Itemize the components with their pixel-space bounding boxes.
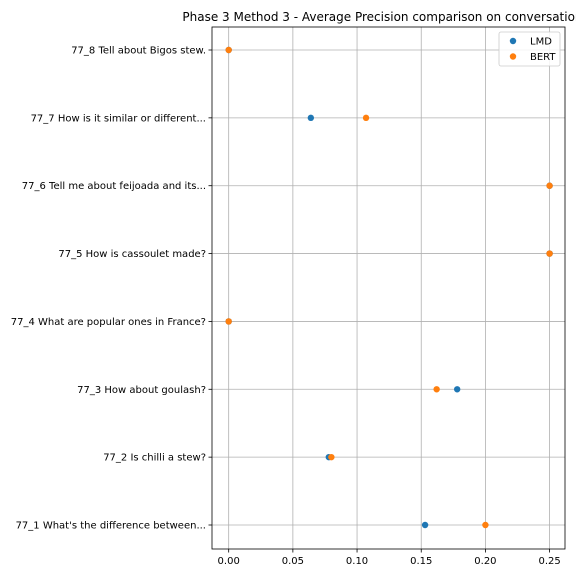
x-tick-label: 0.05 — [282, 556, 304, 567]
data-point-bert — [225, 318, 232, 325]
y-tick-label: 77_4 What are popular ones in France? — [11, 317, 206, 328]
data-point-bert — [433, 386, 440, 393]
axis-ticks: 0.00 0.05 0.10 0.15 0.20 0.25 77_8 Tell about … — [11, 46, 561, 568]
y-tick-label: 77_2 Is chilli a stew? — [103, 453, 206, 464]
data-point-lmd — [307, 114, 315, 122]
x-tick-label: 0.20 — [474, 556, 496, 567]
data-point-lmd — [453, 386, 461, 393]
data-point-bert — [546, 250, 553, 257]
legend: LMD BERT — [498, 31, 561, 67]
x-tick-label: 0.25 — [538, 556, 560, 567]
x-tick-label: 0.10 — [346, 556, 368, 567]
legend-marker — [509, 37, 517, 45]
data-point-bert — [546, 182, 553, 189]
grid — [212, 27, 565, 549]
chart-title: Phase 3 Method 3 - Average Precision com… — [182, 10, 576, 24]
data-points — [225, 46, 553, 529]
y-tick-label: 77_8 Tell about Bigos stew. — [71, 46, 206, 57]
legend-label: LMD — [530, 37, 552, 48]
x-tick-label: 0.15 — [410, 556, 432, 567]
y-tick-label: 77_1 What's the difference between... — [16, 521, 206, 532]
legend-marker — [509, 53, 517, 60]
y-tick-label: 77_5 How is cassoulet made? — [58, 249, 206, 260]
y-tick-label: 77_6 Tell me about feijoada and its... — [22, 181, 206, 192]
x-tick-label: 0.00 — [218, 556, 240, 567]
data-point-bert — [328, 453, 335, 461]
data-point-bert — [225, 46, 232, 54]
plot-frame — [211, 26, 566, 550]
data-point-bert — [482, 521, 489, 529]
data-point-lmd — [421, 521, 429, 529]
data-point-bert — [362, 114, 370, 122]
y-tick-label: 77_3 How about goulash? — [77, 385, 206, 396]
y-tick-label: 77_7 How is it similar or different... — [31, 113, 206, 124]
legend-label: BERT — [530, 52, 556, 63]
